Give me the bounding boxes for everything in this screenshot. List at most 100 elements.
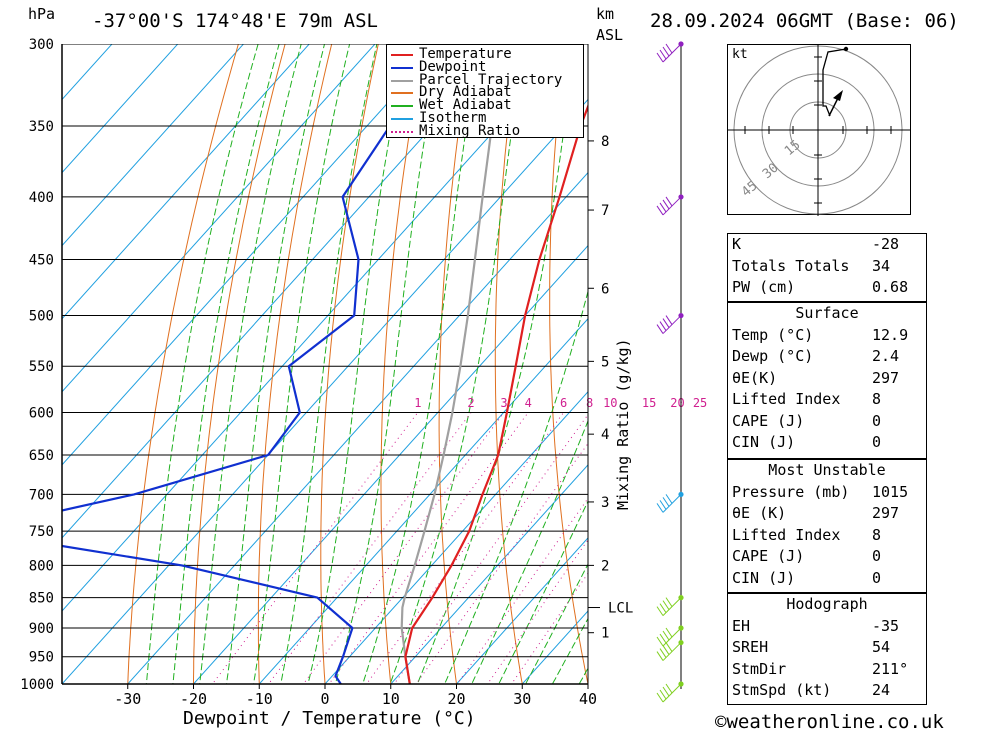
- mixing-ratio-label: 8: [586, 396, 593, 410]
- legend-label: Parcel Trajectory: [419, 71, 563, 88]
- index-row: θE(K) 297: [728, 368, 926, 390]
- mixing-ratio-line: [267, 412, 472, 684]
- pressure-tick-label: 950: [29, 650, 54, 666]
- isotherm-line: [258, 317, 588, 684]
- hodograph-unit-label: kt: [732, 47, 748, 62]
- index-value: -28: [872, 235, 900, 253]
- pressure-tick-label: 300: [29, 37, 54, 53]
- hodograph-plot: kt 15 30 45: [727, 44, 911, 216]
- isotherm-line: [62, 44, 113, 101]
- index-row: SREH 54: [728, 637, 926, 659]
- legend-label: Dewpoint: [419, 58, 487, 75]
- mixing-ratio-line: [415, 442, 588, 684]
- legend-swatch: [391, 92, 413, 95]
- legend-label: Mixing Ratio: [419, 122, 521, 139]
- dry-adiabat-line: [549, 44, 588, 684]
- section-title: Hodograph: [786, 595, 868, 613]
- pressure-tick-label: 550: [29, 359, 54, 375]
- km-tick-label: 7: [601, 203, 609, 219]
- mixing-ratio-line: [510, 572, 588, 684]
- index-row: Dewp (°C) 2.4: [728, 346, 926, 368]
- wet-adiabat-line: [252, 44, 351, 684]
- index-value: 0: [872, 547, 882, 565]
- mixing-ratio-axis-title: Mixing Ratio (g/kg): [614, 338, 632, 510]
- surface-table: Surface Temp (°C) 12.9 Dewp (°C) 2.4 θE(K) 297…: [727, 302, 927, 459]
- pressure-tick-label: 900: [29, 621, 54, 637]
- dry-adiabat-line: [127, 44, 239, 684]
- wet-adiabat-line: [334, 44, 442, 684]
- index-key: Totals Totals: [732, 256, 850, 275]
- mixing-ratio-label: 25: [693, 396, 707, 410]
- legend-entry: Dry Adiabat: [387, 86, 583, 99]
- index-row: CAPE (J) 0: [728, 411, 926, 433]
- section-title: Surface: [795, 304, 859, 322]
- wet-adiabat-line: [307, 44, 408, 684]
- legend-swatch: [391, 130, 413, 133]
- index-row: Temp (°C) 12.9: [728, 325, 926, 347]
- index-value: 54: [872, 638, 891, 656]
- index-key: θE (K): [732, 504, 787, 522]
- wind-barb: [656, 681, 684, 703]
- index-value: 24: [872, 681, 891, 699]
- legend-label: Temperature: [419, 46, 512, 62]
- legend-swatch: [391, 117, 413, 120]
- index-key: CIN (J): [732, 433, 796, 451]
- legend-swatch: [391, 105, 413, 108]
- index-key: CAPE (J): [732, 547, 805, 565]
- index-value: 297: [872, 504, 900, 522]
- lcl-label: LCL: [608, 601, 633, 617]
- index-value: 34: [872, 256, 891, 275]
- legend-swatch: [391, 66, 413, 69]
- pressure-tick-label: 800: [29, 558, 54, 574]
- index-value: 0: [872, 568, 882, 587]
- index-key: K: [732, 235, 742, 253]
- temperature-curve: [404, 103, 588, 684]
- dewpoint-curve: [62, 44, 409, 684]
- pressure-tick-label: 650: [29, 448, 54, 464]
- legend-label: Dry Adiabat: [419, 84, 512, 101]
- site-name: weatheronline.co.uk: [726, 711, 944, 733]
- legend-swatch: [391, 79, 413, 82]
- wet-adiabat-line: [145, 44, 259, 684]
- wind-barb: [656, 491, 684, 513]
- legend-entry: Parcel Trajectory: [387, 71, 583, 88]
- km-tick-label: 3: [601, 495, 609, 511]
- dry-adiabat-line: [935, 7, 1000, 710]
- pressure-tick-label: 700: [29, 487, 54, 503]
- index-row: Pressure (mb) 1015: [728, 482, 926, 504]
- footer-credit[interactable]: ©weatheronline.co.uk: [715, 711, 944, 733]
- index-key: Temp (°C): [732, 325, 814, 344]
- mixing-ratio-line: [365, 412, 565, 684]
- dry-adiabat-line: [380, 44, 426, 684]
- index-row: PW (cm) 0.68: [728, 277, 926, 299]
- index-row: Totals Totals 34: [728, 256, 926, 278]
- location-title: -37°00'S 174°48'E 79m ASL: [92, 10, 378, 32]
- mixing-ratio-label: 6: [560, 396, 567, 410]
- pressure-tick-label: 450: [29, 253, 54, 269]
- index-value: 297: [872, 368, 900, 387]
- isotherm-line: [390, 464, 588, 684]
- index-key: StmDir: [732, 659, 787, 678]
- index-value: -35: [872, 616, 900, 635]
- index-value: 1015: [872, 482, 909, 501]
- wet-adiabat-line: [471, 419, 588, 684]
- wet-adiabat-line: [444, 289, 588, 684]
- most-unstable-table: Most Unstable Pressure (mb) 1015 θE (K) 297 L…: [727, 459, 927, 593]
- height-unit-asl-label: ASL: [596, 26, 624, 44]
- hodograph-table: Hodograph EH -35 SREH 54 StmDir 211° StmSpd (kt…: [727, 593, 927, 705]
- index-row: StmDir 211°: [728, 659, 926, 681]
- x-tick-label: 10: [382, 690, 400, 708]
- index-value: 0: [872, 433, 882, 451]
- legend-entry: Mixing Ratio: [387, 122, 583, 139]
- mixing-ratio-label: 4: [525, 396, 532, 410]
- section-title: Most Unstable: [768, 461, 886, 479]
- index-row: EH -35: [728, 616, 926, 638]
- pressure-unit-label: hPa: [28, 5, 56, 23]
- dry-adiabat-line: [494, 44, 523, 684]
- dry-adiabat-line: [653, 7, 727, 710]
- index-key: PW (cm): [732, 278, 796, 296]
- km-tick-label: 5: [601, 354, 609, 370]
- index-row: CAPE (J) 0: [728, 546, 926, 568]
- pressure-tick-label: 750: [29, 524, 54, 540]
- legend-label: Wet Adiabat: [419, 97, 512, 114]
